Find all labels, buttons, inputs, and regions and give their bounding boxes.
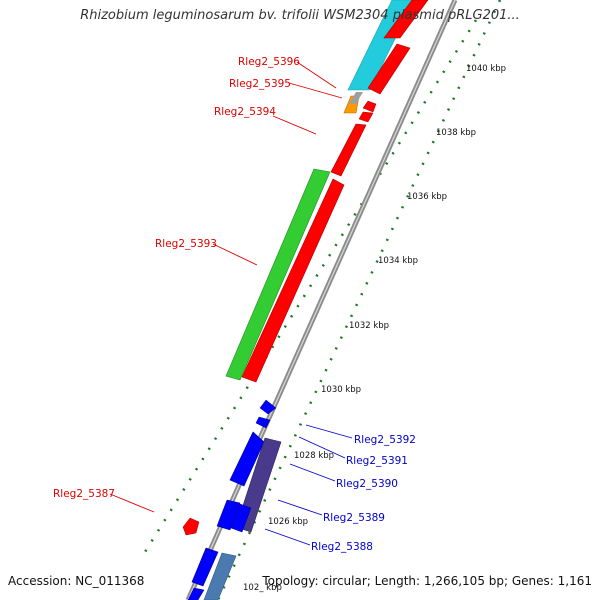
gene-blue-small-2[interactable] [255,416,271,429]
gene-label[interactable]: Rleg2_5395 [229,78,291,90]
accession-text: Accession: NC_011368 [8,574,145,588]
gene-red-mid[interactable] [330,123,367,177]
gene-rleg2-5387[interactable] [182,517,200,536]
gene-rleg2-5391[interactable] [229,431,265,487]
gene-grey-small[interactable] [349,92,363,104]
kbp-label: 1040 kbp [466,64,506,74]
gene-rleg2-5388[interactable] [191,547,219,587]
gene-rleg2-5394[interactable] [358,111,374,123]
sequence-title: Rhizobium leguminosarum bv. trifolii WSM… [80,8,520,23]
kbp-label: 1032 kbp [349,321,389,331]
gene-red-long[interactable] [241,178,345,383]
kbp-label: 1034 kbp [378,256,418,266]
gene-label[interactable]: Rleg2_5391 [346,455,408,467]
kbp-label: 1028 kbp [294,451,334,461]
kbp-label: 1030 kbp [321,385,361,395]
gene-steelblue[interactable] [203,552,237,600]
kbp-label: 1036 kbp [407,192,447,202]
gene-label[interactable]: Rleg2_5390 [336,478,398,490]
summary-text: Topology: circular; Length: 1,266,105 bp… [262,574,592,588]
gene-blue-small-3[interactable] [216,499,241,531]
gene-label[interactable]: Rleg2_5387 [53,488,115,500]
gene-rleg2-5396[interactable] [383,0,429,39]
gene-rleg2-5396b[interactable] [367,43,411,95]
tick-track-left [138,19,478,561]
gene-label[interactable]: Rleg2_5389 [323,512,385,524]
gene-label[interactable]: Rleg2_5392 [354,434,416,446]
kbp-label: 1026 kbp [268,517,308,527]
gene-label[interactable]: Rleg2_5388 [311,541,373,553]
gene-blue-bottom[interactable] [187,587,205,600]
tick-track-right [216,0,502,600]
gene-rleg2-5393[interactable] [225,168,331,381]
gene-label[interactable]: Rleg2_5393 [155,238,217,250]
gene-label[interactable]: Rleg2_5394 [214,106,276,118]
gene-label[interactable]: Rleg2_5396 [238,56,300,68]
gene-rleg2-5392[interactable] [259,399,277,415]
gene-red-small-1[interactable] [362,100,377,113]
kbp-label: 102_ kbp [243,583,282,593]
kbp-label: 1038 kbp [436,128,476,138]
gene-rleg2-5389[interactable] [230,503,252,533]
